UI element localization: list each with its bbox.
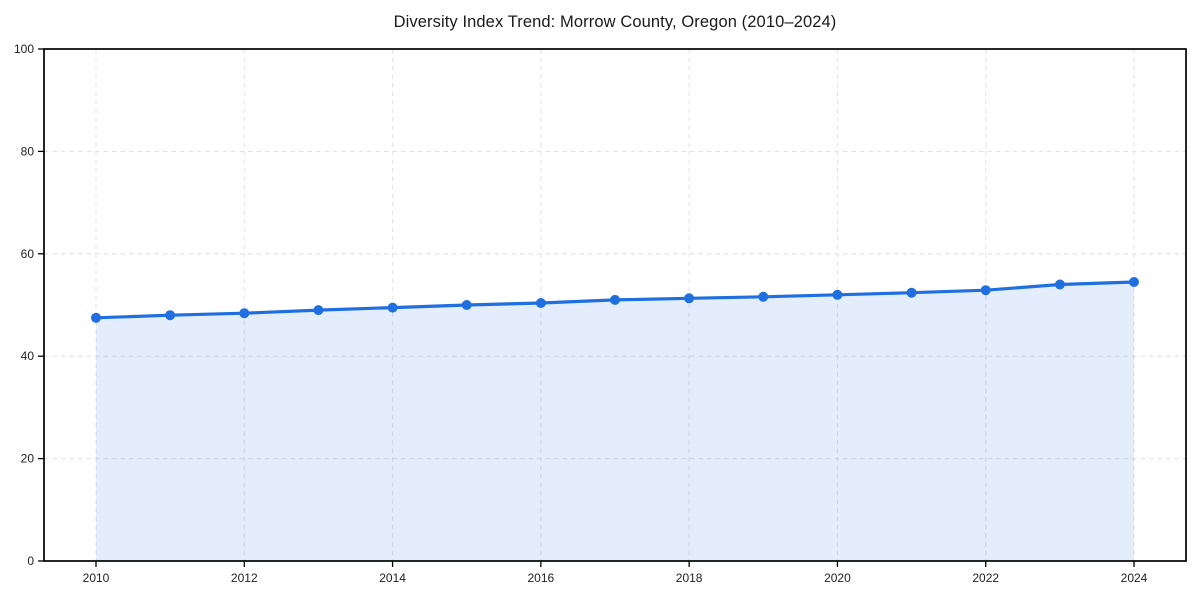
x-tick-label: 2014 — [379, 571, 406, 585]
x-tick-label: 2010 — [83, 571, 110, 585]
data-points-layer — [91, 277, 1139, 323]
data-point — [165, 310, 176, 321]
tick-marks-layer — [38, 48, 1135, 567]
x-tick-label: 2016 — [528, 571, 555, 585]
data-point — [313, 305, 324, 316]
plot-border — [43, 48, 1187, 562]
data-point — [832, 289, 843, 300]
data-point — [610, 294, 620, 305]
gridlines — [44, 49, 1186, 561]
data-point — [239, 308, 250, 319]
y-tick-label: 80 — [21, 144, 35, 158]
area-fill — [96, 282, 1134, 561]
x-tick-label: 2020 — [824, 571, 851, 585]
y-tick-label: 60 — [21, 247, 35, 261]
plot-border-layer — [43, 48, 1187, 562]
data-point — [684, 293, 695, 304]
x-tick-label: 2018 — [676, 571, 703, 585]
y-tick-label: 40 — [21, 349, 35, 363]
data-point — [758, 291, 769, 302]
data-point — [1129, 277, 1139, 287]
x-tick-label: 2012 — [231, 571, 258, 585]
y-tick-label: 20 — [21, 452, 35, 466]
data-point — [461, 300, 472, 310]
y-tick-label: 100 — [14, 42, 34, 56]
x-tick-label: 2022 — [972, 571, 999, 585]
data-point — [387, 302, 398, 313]
area-fill-layer — [96, 282, 1134, 561]
chart-title: Diversity Index Trend: Morrow County, Or… — [393, 13, 837, 31]
data-point — [980, 285, 991, 296]
x-tick-label: 2024 — [1121, 571, 1148, 585]
tick-labels-layer: 0 20 40 60 80 100 2010 2012 2014 2016 2018 2020 2022… — [14, 42, 1148, 585]
data-point — [1054, 279, 1065, 290]
data-point — [906, 287, 917, 298]
data-point — [535, 298, 546, 308]
data-point — [91, 312, 101, 323]
y-tick-label: 0 — [27, 554, 34, 568]
